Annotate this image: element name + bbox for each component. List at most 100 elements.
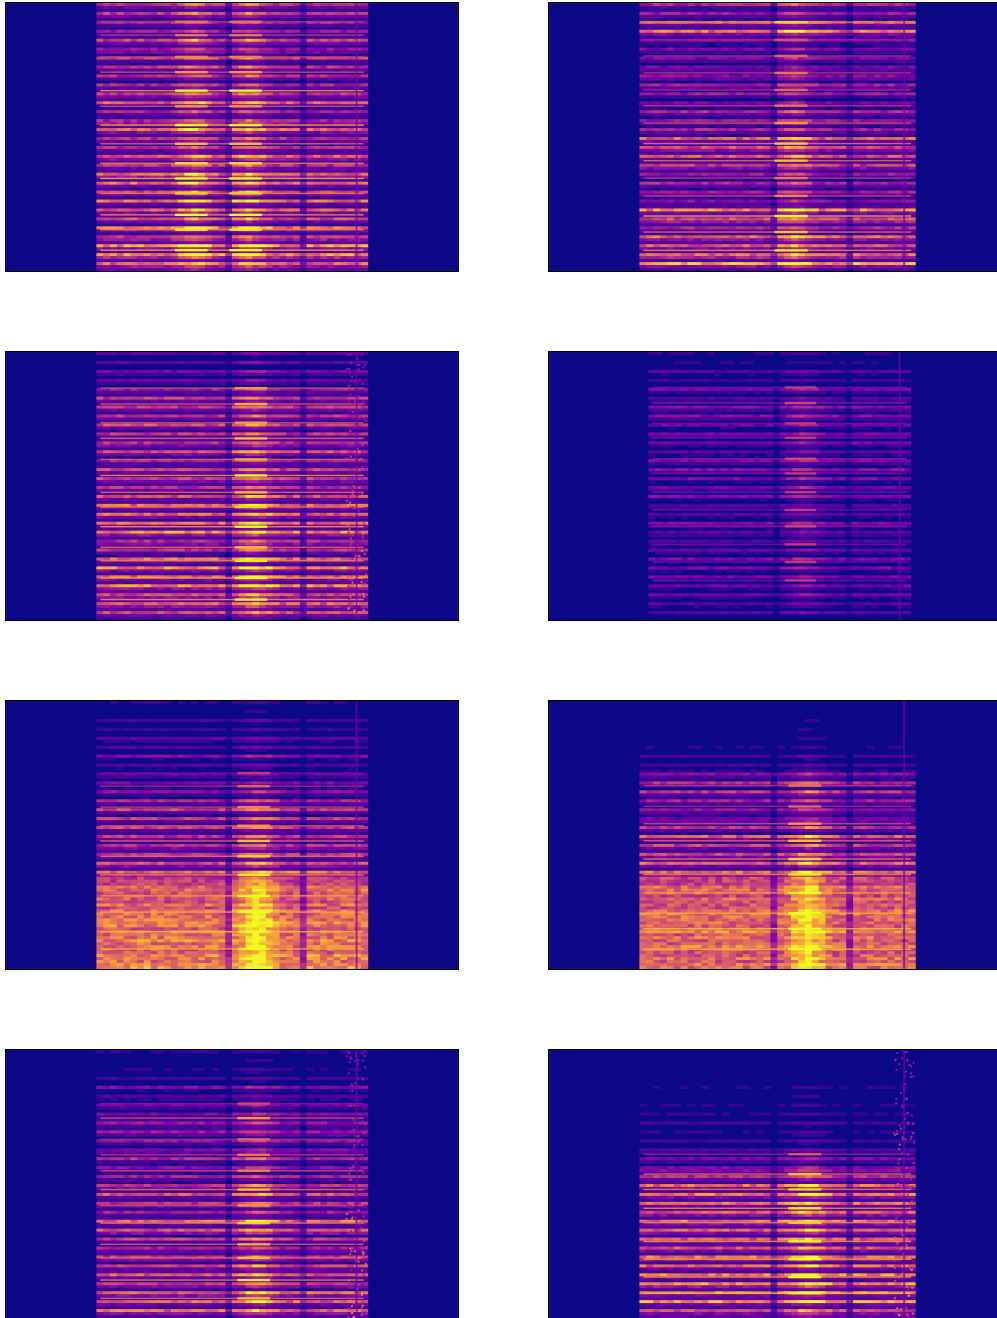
spectrogram-cell [293, 20, 301, 25]
spectrogram-cell [137, 256, 145, 260]
spectrogram-cell [137, 44, 145, 48]
spectrogram-cell [340, 202, 348, 206]
spectrogram-cell [218, 211, 226, 215]
spectrogram-cell [123, 134, 131, 138]
spectrogram-cell [191, 53, 199, 57]
spectrogram-cell [103, 26, 111, 31]
spectrogram-cell [198, 151, 206, 156]
spectrogram-cell [687, 17, 696, 22]
spectrogram-cell [770, 74, 778, 78]
spectrogram-cell [894, 113, 902, 117]
spectrogram-cell [279, 178, 287, 182]
spectrogram-cell [170, 265, 179, 269]
spectrogram-cell [252, 8, 260, 13]
spectrogram-cell [177, 238, 186, 242]
spectrogram-cell [116, 77, 125, 81]
spectrogram-cell [232, 5, 240, 10]
spectrogram-cell [109, 101, 118, 105]
spectrogram-cell [313, 47, 321, 51]
spectrogram-cell [238, 80, 247, 84]
spectrogram-cell [347, 8, 355, 13]
spectrogram-cell [116, 148, 125, 153]
spectrogram-cell [259, 163, 267, 168]
spectrogram-cell [340, 235, 348, 239]
spectrogram-cell [735, 50, 744, 54]
spectrogram-cell [639, 101, 647, 105]
spectrogram-cell [694, 14, 703, 19]
spectrogram-cell [811, 5, 820, 10]
spectrogram-cell [797, 41, 806, 45]
spectrogram-cell [109, 32, 118, 37]
spectrogram-cell [873, 11, 882, 16]
spectrogram-cell [204, 44, 213, 48]
spectrogram-cell [184, 220, 192, 224]
spectrogram-cell [694, 83, 703, 87]
spectrogram-cell [96, 101, 104, 105]
spectrogram-cell [360, 250, 369, 254]
spectrogram-cell [770, 23, 778, 28]
spectrogram-cell [729, 68, 737, 72]
spectrogram-cell [225, 29, 233, 34]
spectrogram-cell [818, 116, 827, 120]
spectrogram-cell [204, 154, 213, 159]
spectrogram-cell [218, 220, 226, 224]
spectrogram-cell [164, 172, 172, 177]
spectrogram-cell [839, 17, 847, 22]
spectrogram-cell [639, 11, 647, 16]
spectrogram-cell [265, 205, 274, 209]
spectrogram-cell [818, 95, 827, 99]
spectrogram-cell [825, 47, 833, 51]
spectrogram-cell [333, 35, 342, 40]
spectrogram-cell [164, 68, 172, 72]
spectrogram-cell [279, 101, 287, 105]
spectrogram-cell [639, 107, 647, 111]
spectrogram-cell [320, 163, 328, 168]
spectrogram-cell [360, 14, 369, 19]
spectrogram-cell [293, 77, 301, 81]
spectrogram-cell [299, 113, 308, 117]
spectrogram-cell [777, 56, 785, 60]
spectrogram-cell [96, 256, 104, 260]
spectrogram-cell [259, 47, 267, 51]
spectrogram-cell [191, 205, 199, 209]
spectrogram-cell [238, 41, 247, 45]
spectrogram-cell [299, 20, 308, 25]
spectrogram-cell [177, 163, 186, 168]
spectrogram-cell [265, 95, 274, 99]
spectrogram-cell [265, 190, 274, 194]
spectrogram-cell [313, 68, 321, 72]
spectrogram-cell [265, 226, 274, 230]
spectrogram-cell [130, 193, 138, 197]
spectrogram-cell [811, 110, 820, 114]
spectrogram-cell [680, 23, 689, 28]
spectrogram-cell [103, 208, 111, 212]
spectrogram-cell [797, 68, 806, 72]
spectrogram-cell [204, 119, 213, 123]
spectrogram-cell [286, 259, 294, 263]
spectrogram-cell [272, 128, 281, 132]
spectrogram-cell [245, 110, 253, 114]
spectrogram-cell [184, 205, 192, 209]
spectrogram-cell [116, 175, 125, 179]
spectrogram-cell [859, 11, 868, 16]
spectrogram-cell [252, 163, 260, 168]
spectrogram-cell [123, 41, 131, 45]
spectrogram-cell [286, 101, 294, 105]
spectrogram-cell [293, 38, 301, 43]
spectrogram-cell [232, 241, 240, 245]
spectrogram-cell [238, 119, 247, 123]
spectrogram-cell [272, 56, 281, 60]
spectrogram-cell [198, 148, 206, 153]
spectrogram-cell [265, 56, 274, 60]
spectrogram-cell [96, 20, 104, 25]
spectrogram-cell [360, 178, 369, 182]
spectrogram-cell [218, 157, 226, 162]
spectrogram-cell [326, 110, 335, 114]
spectrogram-cell [299, 125, 308, 129]
spectrogram-cell [272, 62, 281, 66]
spectrogram-cell [259, 166, 267, 171]
spectrogram-cell [191, 86, 199, 90]
spectrogram-cell [150, 3, 159, 7]
spectrogram-cell [143, 20, 152, 25]
spectrogram-cell [347, 5, 355, 10]
